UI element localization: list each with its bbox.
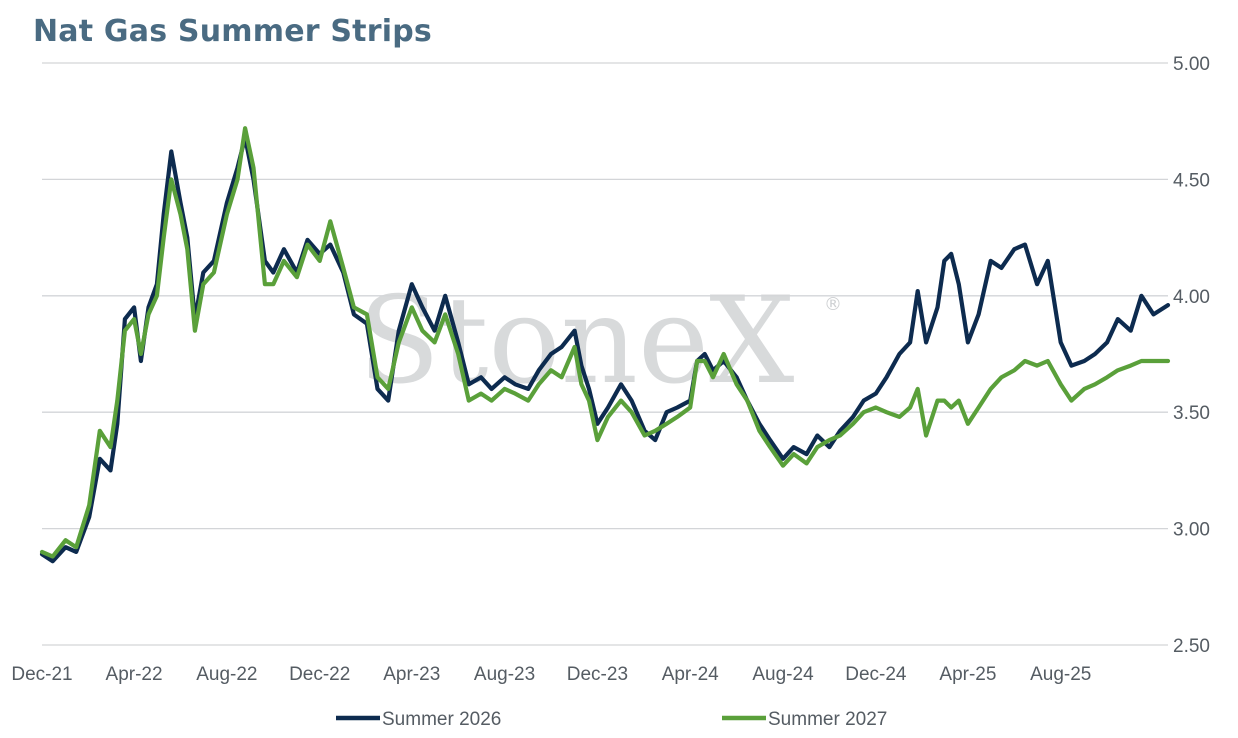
series-line-2 [39, 126, 1171, 559]
watermark-registered-mark: ® [824, 294, 842, 315]
y-axis-ticks: 5.00 4.50 4.00 3.50 3.00 2.50 [1173, 54, 1210, 657]
y-tick-label: 3.50 [1173, 403, 1210, 424]
x-tick-label: Dec-21 [11, 664, 72, 685]
y-tick-label: 2.50 [1173, 636, 1210, 657]
x-tick-label: Aug-24 [752, 664, 814, 685]
x-tick-label: Apr-25 [939, 664, 996, 685]
legend: Summer 2026 Summer 2027 [336, 709, 887, 730]
x-tick-label: Aug-25 [1030, 664, 1091, 685]
x-tick-label: Dec-22 [289, 664, 350, 685]
watermark-logo: StoneX ® [358, 272, 842, 411]
y-tick-label: 4.00 [1173, 287, 1210, 308]
y-tick-label: 5.00 [1173, 54, 1210, 75]
x-tick-label: Apr-22 [106, 664, 163, 685]
x-tick-label: Apr-24 [662, 664, 719, 685]
legend-label-2: Summer 2027 [768, 709, 887, 730]
chart-title: Nat Gas Summer Strips [33, 14, 432, 49]
x-tick-label: Aug-22 [196, 664, 257, 685]
x-tick-label: Aug-23 [474, 664, 535, 685]
y-tick-label: 3.00 [1173, 520, 1210, 541]
x-tick-label: Dec-23 [567, 664, 628, 685]
legend-label-1: Summer 2026 [382, 709, 501, 730]
gridlines [42, 62, 1168, 646]
y-tick-label: 4.50 [1173, 170, 1210, 191]
x-tick-label: Dec-24 [845, 664, 907, 685]
x-axis-ticks: Dec-21 Apr-22 Aug-22 Dec-22 Apr-23 Aug-23 Dec-… [11, 664, 1091, 685]
series-lines [39, 126, 1171, 564]
x-tick-label: Apr-23 [383, 664, 440, 685]
